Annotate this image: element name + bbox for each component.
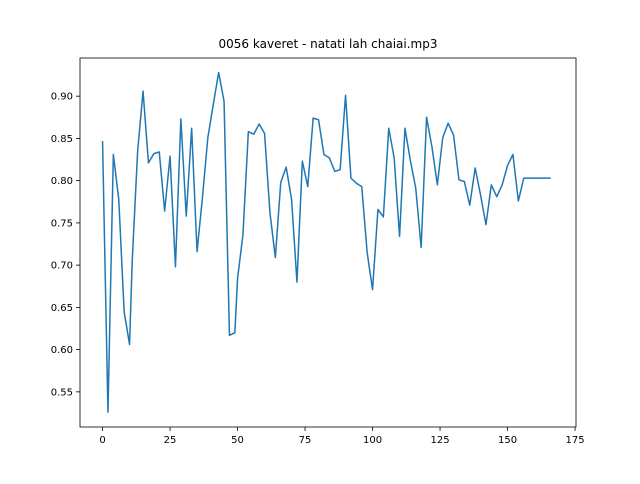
y-tick-label: 0.90 bbox=[51, 92, 73, 103]
x-tick-label: 175 bbox=[566, 435, 585, 446]
x-tick-label: 75 bbox=[299, 435, 312, 446]
x-tick-label: 50 bbox=[231, 435, 244, 446]
y-tick-label: 0.75 bbox=[51, 218, 73, 229]
x-tick-label: 150 bbox=[498, 435, 517, 446]
y-tick-label: 0.70 bbox=[51, 261, 73, 272]
series-line-0 bbox=[101, 71, 551, 413]
y-tick-label: 0.80 bbox=[51, 176, 73, 187]
y-tick-label: 0.65 bbox=[51, 303, 73, 314]
y-tick-label: 0.55 bbox=[51, 387, 73, 398]
x-tick-label: 125 bbox=[431, 435, 450, 446]
series-layer bbox=[101, 71, 551, 413]
plot-area bbox=[80, 58, 576, 427]
y-tick-label: 0.85 bbox=[51, 134, 73, 145]
axes-layer: 0 25 50 75 100 125 150 175 0.55 0.60 0.65 0.70 0.75 0… bbox=[51, 57, 585, 446]
x-tick-label: 25 bbox=[164, 435, 177, 446]
x-tick-label: 100 bbox=[363, 435, 382, 446]
axes-frame bbox=[79, 57, 577, 428]
y-tick-label: 0.60 bbox=[51, 345, 73, 356]
chart-title: 0056 kaveret - natati lah chaiai.mp3 bbox=[219, 37, 438, 51]
x-tick-label: 0 bbox=[99, 435, 105, 446]
